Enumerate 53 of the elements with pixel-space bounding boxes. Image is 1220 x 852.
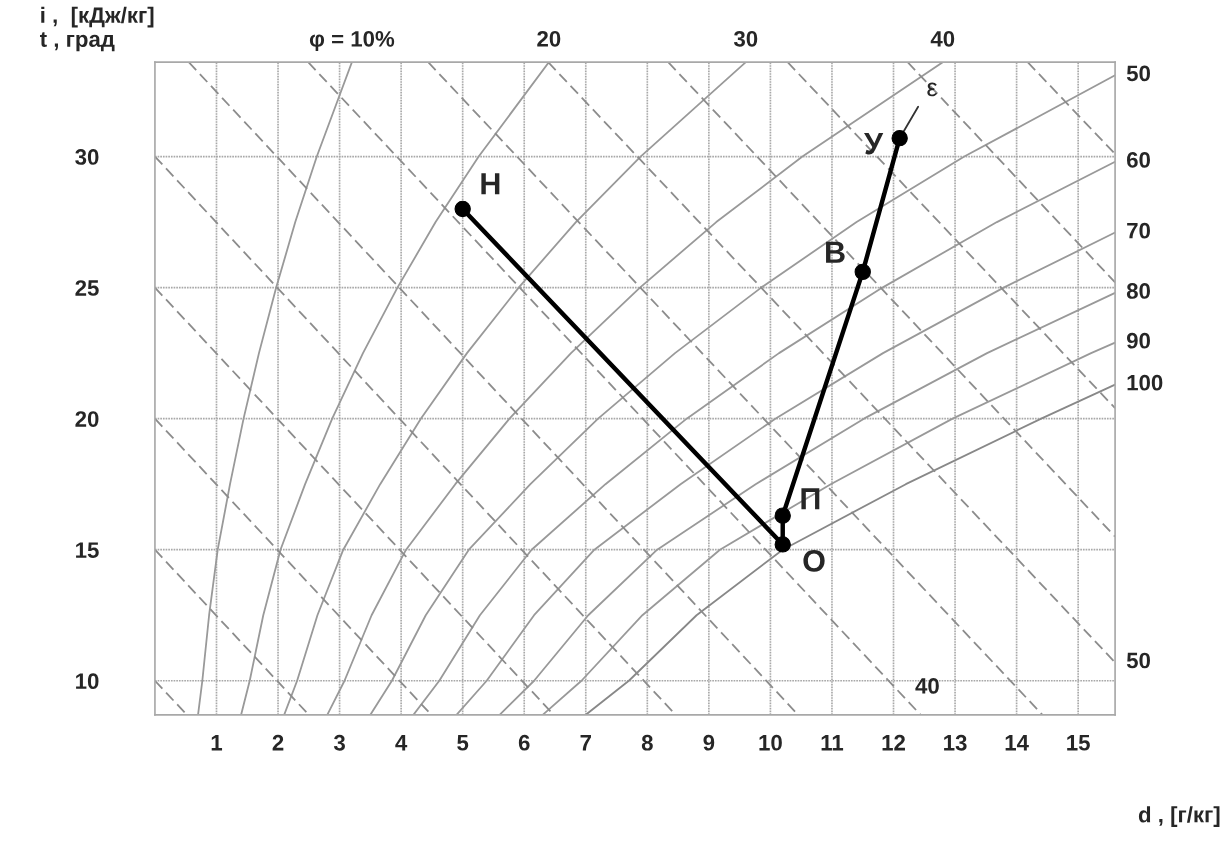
series-label: 60: [1127, 152, 1150, 168]
x-tick-label: 8: [641, 734, 653, 751]
line-series: [369, 74, 1116, 715]
y-tick-label: 15: [76, 542, 99, 558]
series-label: 50: [1126, 652, 1150, 669]
line-series: [412, 160, 1116, 715]
series-label: φ = 10%: [309, 30, 395, 52]
x-tick-label: 13: [944, 734, 967, 751]
line-series: [455, 231, 1116, 715]
line-series: [498, 291, 1116, 715]
x-tick-label: 6: [518, 734, 530, 751]
annotation: Н: [481, 173, 500, 195]
series-label: 40: [930, 30, 955, 47]
line-series: [541, 341, 1116, 715]
series-label: 40: [915, 678, 939, 694]
series-label: 30: [733, 30, 758, 47]
x-tick-label: 15: [1067, 735, 1090, 751]
series-label: 20: [537, 30, 561, 47]
series-label: 100: [1127, 374, 1163, 391]
x-axis-title: d , [г/кг]: [1138, 806, 1220, 827]
line-series: [197, 62, 353, 715]
y-tick-label: 30: [75, 149, 99, 165]
point: [891, 130, 908, 147]
y-axis-title: i , [кДж/кг] t , град: [39, 6, 154, 52]
x-tick-label: 3: [333, 734, 345, 751]
x-tick-label: 11: [821, 735, 844, 751]
series-label: 80: [1126, 283, 1150, 299]
series-label: 70: [1127, 222, 1150, 239]
x-tick-label: 12: [882, 734, 905, 751]
point: [774, 507, 791, 524]
point: [774, 536, 791, 553]
annotation: У: [864, 133, 884, 155]
x-tick-label: 2: [272, 734, 284, 751]
x-tick-label: 4: [395, 735, 408, 751]
line-series: [283, 62, 747, 715]
y-tick-label: 20: [75, 411, 99, 427]
x-tick-label: 14: [1005, 735, 1029, 751]
y-tick-label: 25: [75, 280, 99, 296]
series-label: 50: [1126, 65, 1150, 82]
line-series: [240, 62, 550, 715]
x-tick-label: 1: [211, 735, 223, 751]
point: [454, 200, 471, 218]
x-tick-label: 7: [580, 735, 591, 751]
point: [854, 263, 871, 281]
annotation: В: [826, 241, 845, 263]
x-tick-label: 10: [759, 734, 782, 751]
series-label: 90: [1126, 332, 1150, 349]
annotation: П: [801, 488, 820, 510]
annotation: ε: [927, 82, 938, 97]
y-tick-label: 10: [76, 673, 99, 690]
x-tick-label: 9: [703, 734, 715, 751]
x-tick-label: 5: [457, 735, 469, 751]
annotation: О: [803, 550, 825, 572]
